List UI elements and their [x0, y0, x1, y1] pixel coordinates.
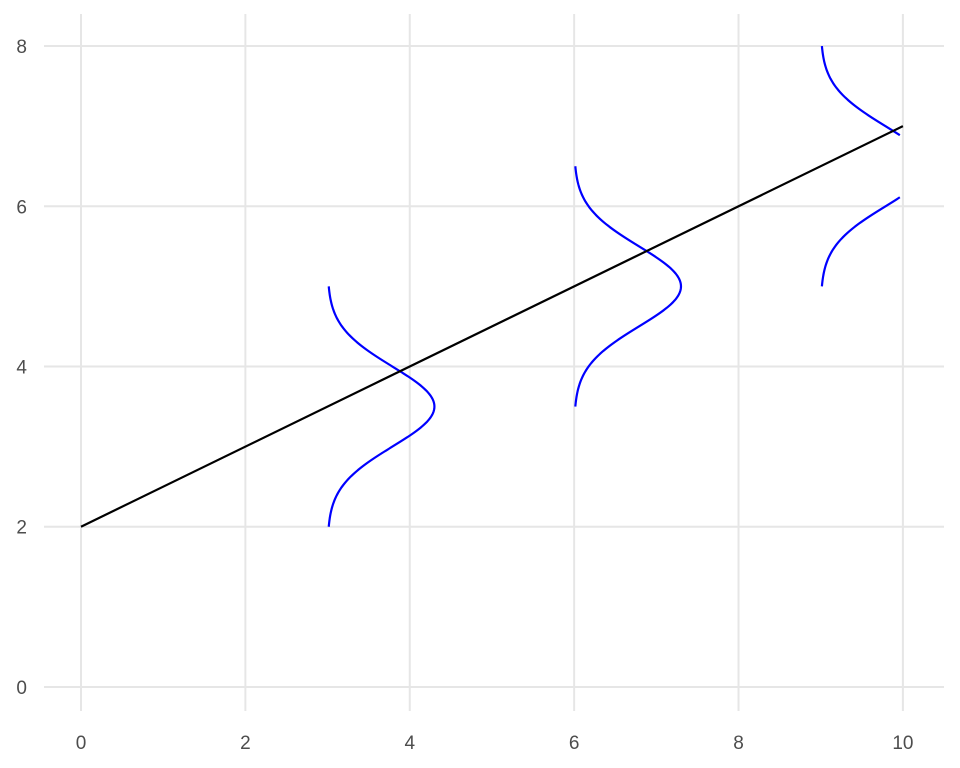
y-tick-label: 4 — [16, 358, 27, 379]
regression-line — [80, 125, 904, 528]
x-tick-label: 8 — [733, 733, 744, 754]
x-tick-label: 10 — [892, 733, 913, 754]
y-axis-ticks: 0 2 4 6 8 — [16, 37, 27, 699]
x-tick-label: 2 — [240, 733, 251, 754]
y-tick-label: 0 — [16, 678, 27, 699]
y-tick-label: 8 — [16, 37, 27, 58]
y-tick-label: 6 — [16, 197, 27, 218]
density-curves — [327, 45, 901, 527]
y-tick-label: 2 — [16, 518, 27, 539]
regression-line-layer — [80, 125, 904, 528]
density-curve-2 — [574, 166, 683, 407]
x-tick-label: 6 — [569, 733, 580, 754]
x-tick-label: 0 — [76, 733, 87, 754]
x-axis-ticks: 0 2 4 6 8 10 — [76, 733, 914, 754]
grid — [44, 14, 944, 711]
x-tick-label: 4 — [404, 733, 415, 754]
density-curve-1 — [327, 286, 436, 527]
density-curve-3 — [820, 45, 901, 287]
